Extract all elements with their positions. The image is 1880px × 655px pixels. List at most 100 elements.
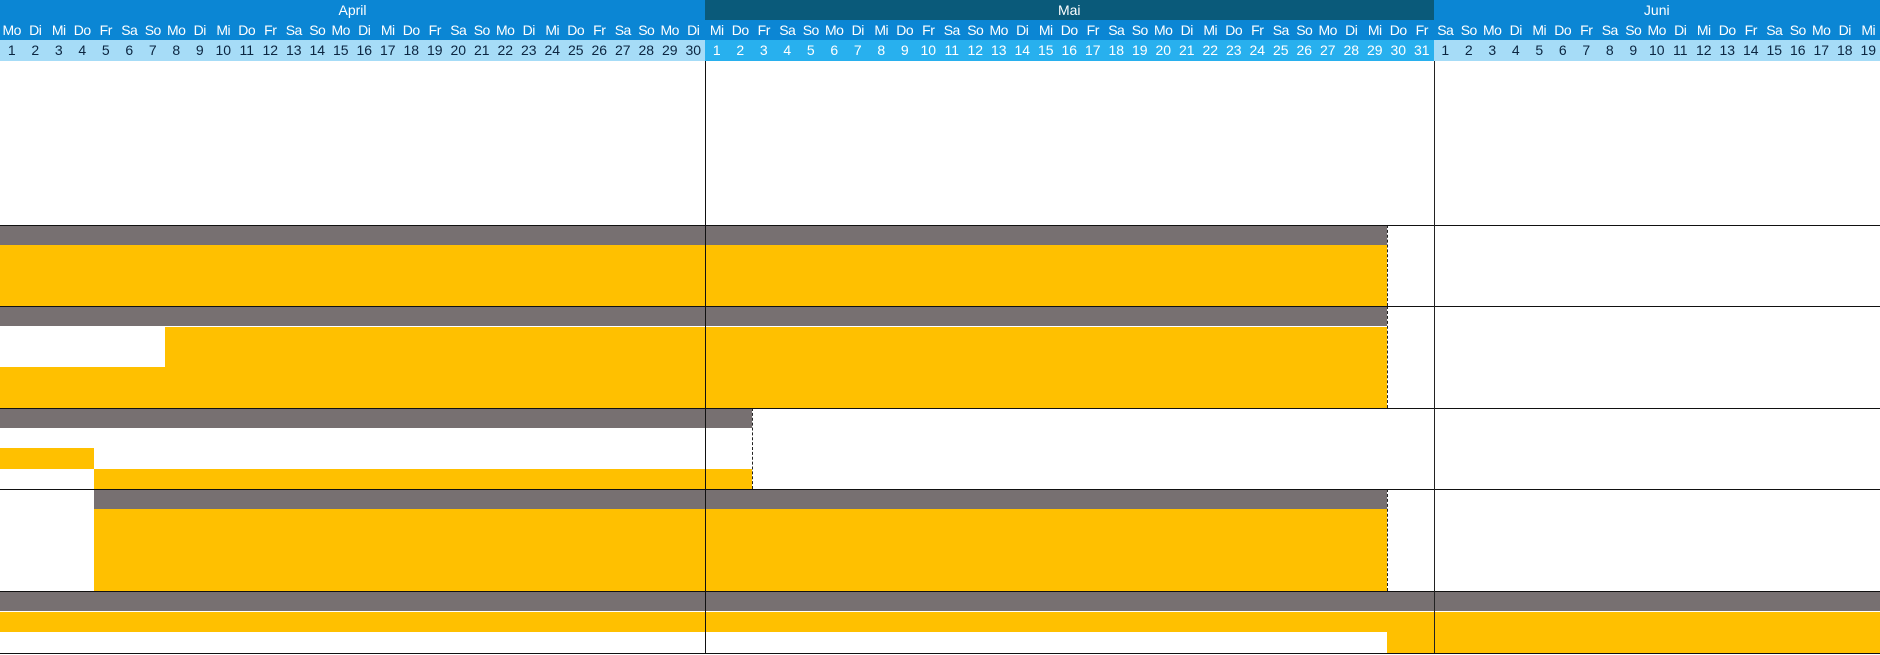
day-number[interactable]: 26 xyxy=(587,40,611,61)
day-number[interactable]: 21 xyxy=(470,40,494,61)
day-number[interactable]: 10 xyxy=(211,40,235,61)
summary-bar[interactable] xyxy=(0,225,1387,245)
day-number[interactable]: 27 xyxy=(1316,40,1340,61)
day-number[interactable]: 30 xyxy=(1386,40,1410,61)
month-header-juni[interactable]: Juni xyxy=(1433,0,1880,20)
day-number[interactable]: 12 xyxy=(1692,40,1716,61)
day-number[interactable]: 18 xyxy=(399,40,423,61)
day-number[interactable]: 13 xyxy=(282,40,306,61)
day-number[interactable]: 13 xyxy=(1715,40,1739,61)
day-number[interactable]: 18 xyxy=(1833,40,1857,61)
task-bar[interactable] xyxy=(94,469,752,489)
day-number[interactable]: 30 xyxy=(681,40,705,61)
day-number[interactable]: 7 xyxy=(846,40,870,61)
day-number[interactable]: 21 xyxy=(1175,40,1199,61)
day-number[interactable]: 9 xyxy=(893,40,917,61)
day-number[interactable]: 17 xyxy=(1081,40,1105,61)
day-number[interactable]: 4 xyxy=(70,40,94,61)
day-number[interactable]: 15 xyxy=(329,40,353,61)
task-bar[interactable] xyxy=(0,612,1880,632)
day-number[interactable]: 18 xyxy=(1104,40,1128,61)
day-number[interactable]: 24 xyxy=(540,40,564,61)
day-number[interactable]: 8 xyxy=(1598,40,1622,61)
day-number[interactable]: 29 xyxy=(658,40,682,61)
month-header-april[interactable]: April xyxy=(0,0,705,20)
day-number[interactable]: 13 xyxy=(987,40,1011,61)
day-number[interactable]: 2 xyxy=(728,40,752,61)
task-bar[interactable] xyxy=(0,448,94,469)
day-number[interactable]: 3 xyxy=(47,40,71,61)
day-number[interactable]: 4 xyxy=(1504,40,1528,61)
day-number[interactable]: 14 xyxy=(1739,40,1763,61)
day-number[interactable]: 6 xyxy=(822,40,846,61)
day-number[interactable]: 19 xyxy=(423,40,447,61)
day-number[interactable]: 26 xyxy=(1292,40,1316,61)
day-number[interactable]: 6 xyxy=(117,40,141,61)
weekday-label: So xyxy=(1621,20,1645,40)
day-number[interactable]: 19 xyxy=(1128,40,1152,61)
day-number[interactable]: 14 xyxy=(305,40,329,61)
day-number[interactable]: 2 xyxy=(1457,40,1481,61)
task-bar[interactable] xyxy=(0,245,1387,306)
day-number[interactable]: 5 xyxy=(1527,40,1551,61)
day-number[interactable]: 7 xyxy=(141,40,165,61)
day-number[interactable]: 1 xyxy=(705,40,729,61)
month-header-mai[interactable]: Mai xyxy=(705,0,1434,20)
day-number[interactable]: 8 xyxy=(164,40,188,61)
day-number[interactable]: 7 xyxy=(1574,40,1598,61)
day-number[interactable]: 3 xyxy=(1480,40,1504,61)
day-number[interactable]: 31 xyxy=(1410,40,1434,61)
day-number[interactable]: 4 xyxy=(775,40,799,61)
day-number[interactable]: 14 xyxy=(1010,40,1034,61)
day-number[interactable]: 8 xyxy=(869,40,893,61)
summary-bar[interactable] xyxy=(0,306,1387,326)
day-number[interactable]: 1 xyxy=(0,40,24,61)
day-number[interactable]: 22 xyxy=(493,40,517,61)
day-number[interactable]: 17 xyxy=(1809,40,1833,61)
day-number[interactable]: 24 xyxy=(1245,40,1269,61)
day-number[interactable]: 5 xyxy=(94,40,118,61)
day-number[interactable]: 25 xyxy=(564,40,588,61)
day-number[interactable]: 20 xyxy=(446,40,470,61)
day-number[interactable]: 11 xyxy=(235,40,259,61)
task-bar[interactable] xyxy=(94,509,1387,591)
day-number[interactable]: 23 xyxy=(1222,40,1246,61)
day-number[interactable]: 2 xyxy=(23,40,47,61)
summary-bar[interactable] xyxy=(0,408,752,428)
day-number[interactable]: 3 xyxy=(752,40,776,61)
day-number[interactable]: 15 xyxy=(1034,40,1058,61)
day-number[interactable]: 22 xyxy=(1198,40,1222,61)
summary-bar[interactable] xyxy=(94,489,1387,509)
day-number[interactable]: 17 xyxy=(376,40,400,61)
day-number[interactable]: 23 xyxy=(517,40,541,61)
day-number[interactable]: 9 xyxy=(188,40,212,61)
day-number[interactable]: 11 xyxy=(1668,40,1692,61)
weekday-label: Do xyxy=(893,20,917,40)
day-number[interactable]: 27 xyxy=(611,40,635,61)
day-number[interactable]: 10 xyxy=(1645,40,1669,61)
day-number[interactable]: 9 xyxy=(1621,40,1645,61)
day-number[interactable]: 16 xyxy=(1786,40,1810,61)
day-number[interactable]: 6 xyxy=(1551,40,1575,61)
day-number[interactable]: 29 xyxy=(1363,40,1387,61)
task-bar[interactable] xyxy=(1386,632,1880,653)
task-bar[interactable] xyxy=(164,327,1387,367)
day-number[interactable]: 15 xyxy=(1762,40,1786,61)
day-number[interactable]: 11 xyxy=(940,40,964,61)
day-number[interactable]: 16 xyxy=(1057,40,1081,61)
day-number[interactable]: 20 xyxy=(1151,40,1175,61)
weekday-label: Fr xyxy=(94,20,118,40)
task-bar[interactable] xyxy=(0,367,1387,408)
day-number[interactable]: 1 xyxy=(1433,40,1457,61)
day-number[interactable]: 5 xyxy=(799,40,823,61)
day-number[interactable]: 12 xyxy=(963,40,987,61)
day-number[interactable]: 10 xyxy=(916,40,940,61)
summary-bar[interactable] xyxy=(0,591,1880,611)
day-number[interactable]: 25 xyxy=(1269,40,1293,61)
day-number[interactable]: 12 xyxy=(258,40,282,61)
day-number[interactable]: 16 xyxy=(352,40,376,61)
day-number[interactable]: 28 xyxy=(634,40,658,61)
day-number[interactable]: 28 xyxy=(1339,40,1363,61)
weekday-label: Sa xyxy=(1598,20,1622,40)
day-number[interactable]: 19 xyxy=(1856,40,1880,61)
